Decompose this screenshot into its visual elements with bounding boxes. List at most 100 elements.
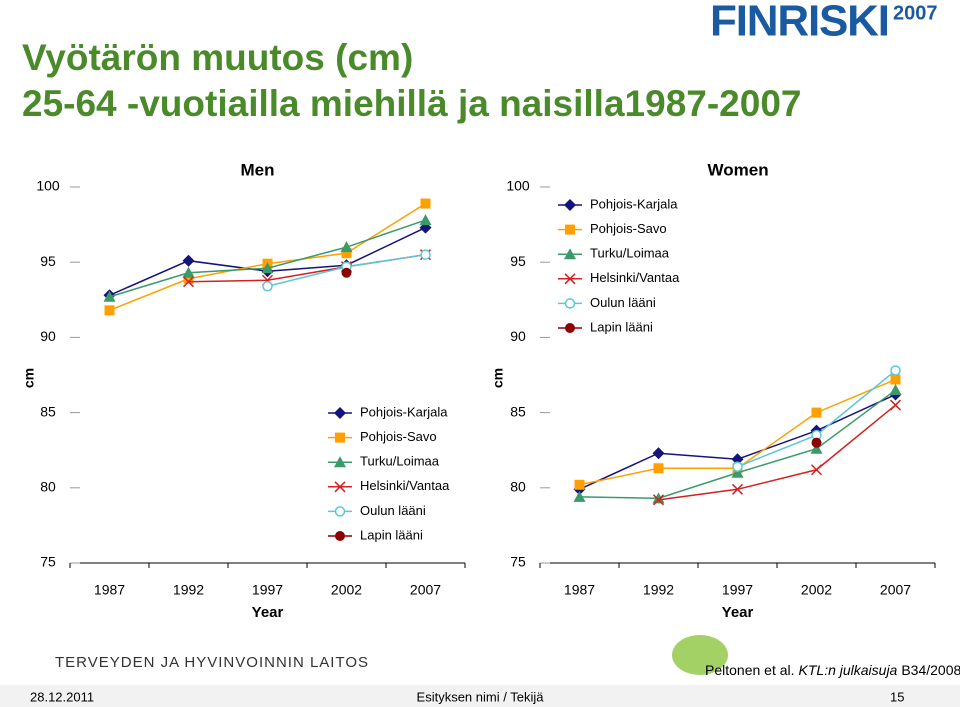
legend-label: Turku/Loimaa (360, 454, 440, 469)
x-tick-label: 1987 (564, 582, 595, 598)
marker (890, 374, 901, 385)
marker (565, 323, 575, 333)
marker (564, 248, 576, 260)
marker (652, 494, 665, 506)
marker (341, 267, 352, 278)
marker (182, 276, 195, 288)
y-tick-label: 95 (40, 253, 56, 269)
marker (182, 266, 195, 278)
marker (889, 384, 902, 396)
chart-title: Men (241, 160, 275, 179)
y-tick-label: 100 (506, 178, 530, 194)
legend-label: Pohjois-Savo (360, 429, 437, 444)
x-tick-label: 1987 (94, 582, 125, 598)
marker (334, 407, 346, 419)
chart-title: Women (708, 160, 769, 179)
marker (335, 531, 345, 541)
marker (420, 249, 431, 260)
legend-label: Lapin lääni (590, 319, 653, 334)
slide-subtitle: 25-64 -vuotiailla miehillä ja naisilla19… (22, 83, 801, 124)
x-tick-label: 1997 (252, 582, 283, 598)
marker (652, 447, 665, 460)
x-tick-label: 2002 (801, 582, 832, 598)
legend-label: Helsinki/Vantaa (360, 478, 450, 493)
y-tick-label: 80 (510, 479, 526, 495)
marker (334, 506, 346, 517)
x-tick-label: 1992 (173, 582, 204, 598)
marker (103, 290, 116, 302)
marker (564, 199, 576, 211)
marker (564, 298, 576, 309)
legend-label: Oulun lääni (590, 295, 656, 310)
citation-number: B34/2008 (901, 662, 960, 678)
y-tick-label: 90 (510, 328, 526, 344)
marker (340, 241, 353, 253)
marker (334, 456, 346, 468)
leaf-logo (672, 635, 728, 675)
marker (334, 481, 346, 493)
marker (104, 305, 115, 316)
marker (653, 463, 664, 474)
x-axis-label: Year (722, 604, 754, 621)
marker (261, 262, 274, 274)
marker (811, 407, 822, 418)
citation-author: Peltonen et al. (705, 662, 795, 678)
y-tick-label: 75 (40, 554, 56, 570)
marker (565, 224, 575, 235)
y-tick-label: 95 (510, 253, 526, 269)
marker (731, 466, 744, 478)
y-tick-label: 85 (40, 403, 56, 419)
y-axis-label: cm (21, 368, 37, 388)
legend-label: Pohjois-Karjala (360, 404, 448, 419)
citation: Peltonen et al. KTL:n julkaisuja B34/2008 (705, 662, 960, 678)
y-axis-label: cm (490, 368, 506, 388)
marker (652, 492, 665, 504)
date: 28.12.2011 (30, 689, 94, 704)
citation-series: KTL:n julkaisuja (799, 662, 898, 678)
footer-bar (0, 685, 960, 707)
marker (341, 248, 352, 259)
marker (573, 490, 586, 502)
marker (731, 453, 744, 466)
marker (890, 365, 901, 376)
logo: FINRISKI (710, 0, 890, 46)
legend-label: Pohjois-Karjala (590, 196, 678, 211)
x-tick-label: 1997 (722, 582, 753, 598)
y-tick-label: 90 (40, 328, 56, 344)
marker (420, 198, 431, 209)
x-tick-label: 2007 (410, 582, 441, 598)
y-tick-label: 85 (510, 403, 526, 419)
legend-label: Turku/Loimaa (590, 246, 670, 261)
x-tick-label: 2007 (880, 582, 911, 598)
presentation: Esityksen nimi / Tekijä (417, 689, 545, 704)
y-tick-label: 80 (40, 479, 56, 495)
page-number: 15 (890, 689, 904, 704)
marker (731, 483, 744, 495)
x-axis-label: Year (252, 604, 284, 621)
x-tick-label: 2002 (331, 582, 362, 598)
x-tick-label: 1992 (643, 582, 674, 598)
marker (574, 479, 585, 490)
legend-label: Helsinki/Vantaa (590, 270, 680, 285)
y-tick-label: 75 (510, 554, 526, 570)
legend-label: Oulun lääni (360, 503, 426, 518)
marker (262, 281, 273, 292)
marker (564, 273, 576, 285)
y-tick-label: 100 (36, 178, 60, 194)
marker (183, 273, 194, 284)
marker (419, 214, 432, 226)
marker (810, 442, 823, 454)
series-line (109, 202, 426, 312)
slide-title: Vyötärön muutos (cm) (22, 37, 413, 78)
legend-label: Pohjois-Savo (590, 221, 667, 236)
institution: TERVEYDEN JA HYVINVOINNIN LAITOS (55, 654, 369, 671)
legend-label: Lapin lääni (360, 527, 423, 542)
marker (811, 437, 822, 448)
series-line (658, 404, 896, 501)
marker (810, 464, 823, 476)
marker (182, 254, 195, 267)
marker (335, 432, 345, 443)
marker (732, 461, 743, 472)
